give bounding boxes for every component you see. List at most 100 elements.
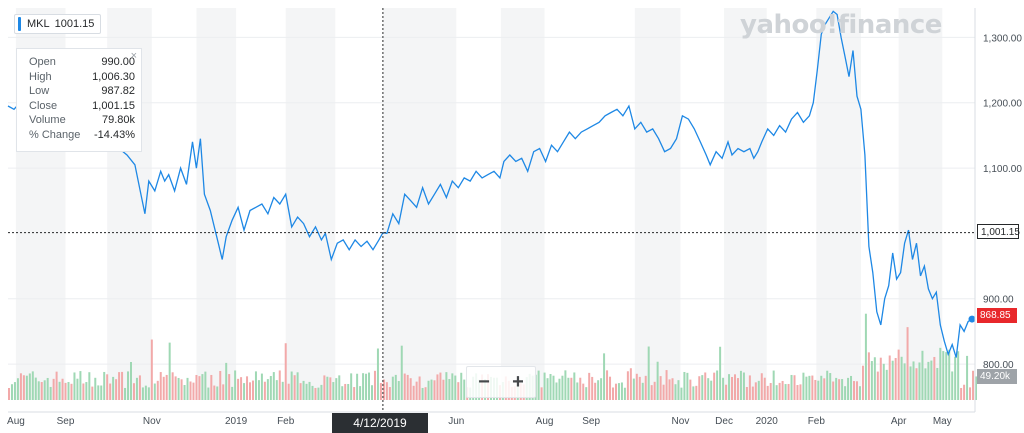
volume-bar xyxy=(73,372,76,400)
volume-bar xyxy=(784,384,787,400)
x-tick-label: 2020 xyxy=(756,416,779,427)
last-price-label: 868.85 xyxy=(977,308,1017,323)
volume-bar xyxy=(64,382,67,400)
volume-bar xyxy=(43,380,46,400)
volume-bar xyxy=(376,348,379,400)
volume-bar xyxy=(281,381,284,400)
volume-bar xyxy=(412,385,415,400)
zoom-in-button[interactable]: + xyxy=(512,371,524,393)
volume-bar xyxy=(751,386,754,400)
volume-bar xyxy=(409,378,412,400)
volume-bar xyxy=(885,369,888,400)
volume-bar xyxy=(948,349,951,400)
volume-bar xyxy=(237,378,240,400)
volume-bar xyxy=(165,374,168,400)
volume-bar xyxy=(603,353,606,400)
volume-bar xyxy=(228,374,231,400)
volume-bar xyxy=(725,384,728,400)
volume-bar xyxy=(251,380,254,400)
close-icon[interactable]: × xyxy=(130,50,137,62)
volume-bar xyxy=(269,376,272,400)
volume-bar xyxy=(287,383,290,400)
volume-bar xyxy=(775,385,778,400)
volume-bar xyxy=(320,384,323,400)
volume-bar xyxy=(421,387,424,400)
volume-bar xyxy=(61,378,64,400)
tooltip-value: 1,001.15 xyxy=(92,99,135,112)
volume-bar xyxy=(963,384,966,400)
month-band xyxy=(724,8,767,400)
volume-bar xyxy=(296,372,299,400)
volume-bar xyxy=(736,378,739,400)
volume-bar xyxy=(707,378,710,400)
volume-bar xyxy=(909,366,912,400)
volume-bar xyxy=(888,355,891,400)
volume-bar xyxy=(656,361,659,400)
volume-bar xyxy=(710,380,713,400)
volume-bar xyxy=(617,383,620,400)
volume-bar xyxy=(847,377,850,400)
volume-bar xyxy=(347,383,350,400)
tooltip-value: 990.00 xyxy=(101,56,135,68)
volume-bar xyxy=(966,355,969,400)
volume-bar xyxy=(564,370,567,400)
volume-bar xyxy=(460,372,463,400)
volume-bar xyxy=(359,386,362,400)
volume-bar xyxy=(686,372,689,400)
volume-bar xyxy=(198,376,201,400)
volume-bar xyxy=(716,370,719,400)
volume-bar xyxy=(879,357,882,400)
volume-bar xyxy=(677,380,680,400)
volume-bar xyxy=(969,387,972,400)
volume-bar xyxy=(216,386,219,400)
volume-bar xyxy=(240,377,243,400)
volume-bar xyxy=(626,371,629,400)
volume-bar xyxy=(808,375,811,400)
volume-bar xyxy=(641,382,644,400)
volume-bar xyxy=(186,377,189,400)
y-tick-label: 900.00 xyxy=(983,295,1014,306)
volume-bar xyxy=(844,386,847,400)
volume-bar xyxy=(67,382,70,400)
volume-bar xyxy=(88,372,91,400)
month-band xyxy=(898,8,943,400)
volume-bar xyxy=(19,373,22,400)
volume-bar xyxy=(638,376,641,400)
volume-bar xyxy=(112,376,115,400)
volume-bar xyxy=(609,376,612,400)
volume-bar xyxy=(796,385,799,400)
volume-bar xyxy=(915,368,918,400)
volume-bar xyxy=(254,371,257,400)
volume-bar xyxy=(838,379,841,400)
volume-bar xyxy=(31,371,34,400)
volume-bar xyxy=(754,382,757,400)
volume-bar xyxy=(171,372,174,400)
volume-bar xyxy=(537,370,540,400)
zoom-out-button[interactable]: − xyxy=(478,371,490,393)
volume-bar xyxy=(924,368,927,400)
volume-bar xyxy=(781,380,784,400)
volume-bar xyxy=(397,381,400,400)
tooltip-label: Volume xyxy=(29,114,66,127)
volume-bar xyxy=(37,381,40,400)
volume-bar xyxy=(430,379,433,400)
x-tick-label: May xyxy=(933,416,952,427)
volume-bar xyxy=(85,382,88,400)
volume-bar xyxy=(135,377,138,400)
x-tick-label: Sep xyxy=(57,416,75,427)
volume-bar xyxy=(204,371,207,400)
volume-bar xyxy=(58,381,61,400)
volume-bar xyxy=(850,375,853,400)
volume-bar xyxy=(391,376,394,400)
volume-bar xyxy=(936,367,939,400)
volume-bar xyxy=(207,387,210,400)
volume-bar xyxy=(382,379,385,400)
volume-bar xyxy=(153,383,156,400)
ticker-tag[interactable]: MKL 1001.15 xyxy=(14,14,102,34)
volume-bar xyxy=(612,387,615,400)
volume-bar xyxy=(897,349,900,400)
volume-bar xyxy=(433,380,436,400)
volume-bar xyxy=(10,384,13,400)
volume-bar xyxy=(162,376,165,400)
